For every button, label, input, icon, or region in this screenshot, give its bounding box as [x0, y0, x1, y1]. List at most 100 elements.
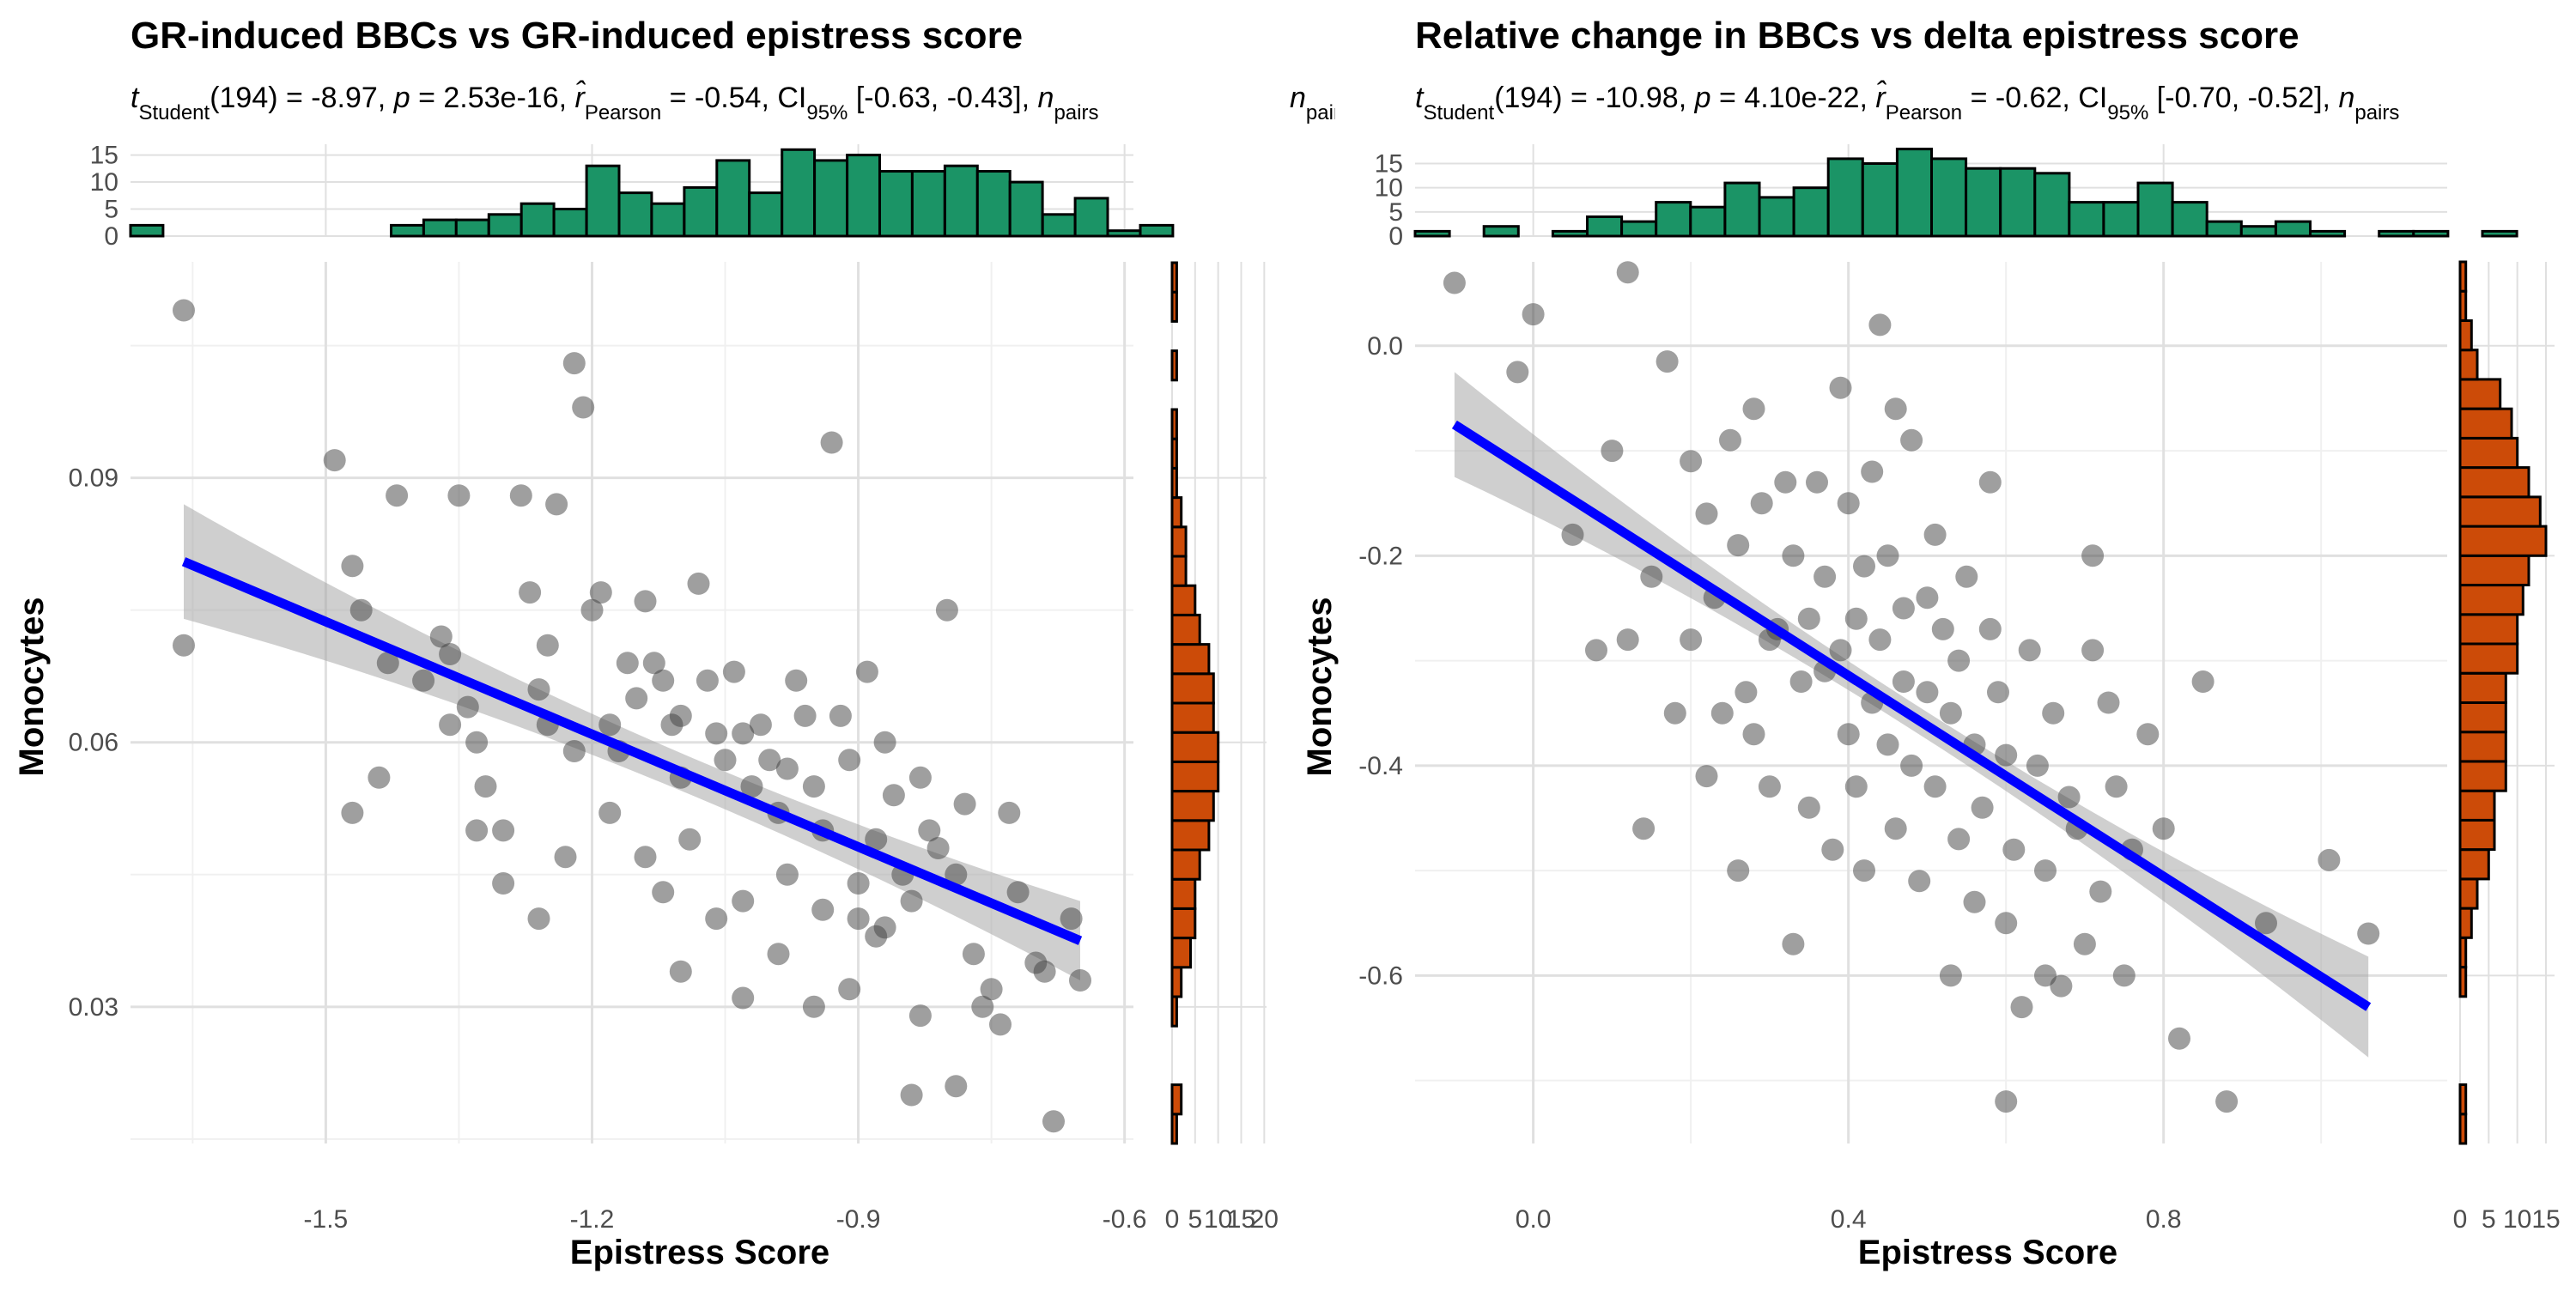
y-tick-label: -0.6 — [1358, 961, 1403, 990]
scatter-point — [722, 660, 745, 683]
scatter-point — [2034, 964, 2057, 987]
scatter-point — [1680, 450, 1703, 473]
scatter-point — [732, 889, 755, 913]
right-hist-bar — [2458, 701, 2507, 734]
scatter-point — [1443, 271, 1466, 294]
right-hist-bar — [2458, 731, 2507, 763]
scatter-point — [732, 986, 755, 1010]
scatter-point — [1710, 701, 1734, 725]
scatter-point — [2136, 723, 2160, 746]
scatter-point — [572, 396, 595, 419]
top-hist-bar — [1073, 197, 1109, 238]
scatter-point — [341, 555, 364, 578]
scatter-point — [598, 801, 622, 824]
top-hist-bar — [2102, 201, 2140, 238]
scatter-point — [386, 484, 409, 507]
scatter-point — [953, 792, 976, 816]
left-panel: GR-induced BBCs vs GR-induced epistress … — [13, 15, 1279, 1271]
scatter-point — [1742, 723, 1765, 746]
chart-subtitle: tStudent(194) = -10.98, p = 4.10e-22, r̂… — [1415, 81, 2399, 124]
scatter-point — [625, 687, 648, 710]
scatter-point — [908, 1004, 932, 1028]
scatter-point — [1680, 628, 1703, 652]
chart-title: Relative change in BBCs vs delta epistre… — [1415, 15, 2300, 57]
top-hist-tick-label: 10 — [90, 168, 118, 197]
scatter-point — [962, 943, 985, 966]
scatter-point — [732, 722, 755, 745]
right-hist-bar — [2458, 436, 2519, 470]
right-hist-bar — [2458, 789, 2496, 822]
scatter-point — [900, 889, 923, 913]
scatter-point — [2112, 964, 2136, 987]
right-hist-bar — [1170, 701, 1215, 734]
scatter-point — [589, 581, 612, 604]
right-hist-bar — [2458, 554, 2530, 586]
top-hist-bar — [552, 208, 588, 238]
top-hist-tick-label: 15 — [1375, 150, 1403, 179]
scatter-point — [1789, 670, 1813, 693]
scatter-point — [838, 749, 861, 772]
scatter-point — [1033, 960, 1056, 983]
top-hist-bar — [129, 223, 165, 238]
scatter-point — [767, 943, 790, 966]
right-hist-bar — [2458, 613, 2519, 646]
scatter-point — [1742, 397, 1765, 421]
right-hist-bar — [2458, 349, 2479, 381]
right-hist-bar — [2458, 584, 2524, 616]
right-hist-bar — [1170, 1083, 1183, 1116]
top-hist-bar — [910, 170, 946, 238]
top-hist-bar — [813, 159, 848, 238]
scatter-point — [714, 749, 737, 772]
right-hist-bar — [2458, 289, 2468, 322]
scatter-point — [1900, 428, 1923, 452]
scatter-plot: -1.5 -1.2 -0.9 -0.6 0.03 0.06 0.09 — [69, 262, 1147, 1234]
top-hist-bar — [2033, 172, 2071, 238]
scatter-point — [793, 704, 817, 727]
scatter-point — [1923, 523, 1947, 546]
scatter-point — [412, 669, 435, 692]
scatter-point — [998, 801, 1021, 824]
scatter-point — [811, 898, 835, 921]
scatter-point — [2215, 1090, 2239, 1113]
top-hist-bar — [715, 159, 751, 238]
right-hist-tick-label: 20 — [1250, 1205, 1279, 1234]
scatter-point — [2002, 838, 2026, 861]
right-hist-bar — [1170, 731, 1220, 763]
scatter-point — [855, 660, 878, 683]
scatter-point — [908, 766, 932, 789]
right-hist-bar — [2458, 525, 2548, 557]
scatter-point — [439, 713, 462, 737]
scatter-point — [705, 722, 728, 745]
y-axis-label: Monocytes — [1301, 597, 1339, 777]
scatter-point — [492, 872, 515, 895]
top-hist-bar — [2205, 220, 2243, 238]
scatter-point — [1616, 261, 1639, 284]
scatter-point — [634, 590, 657, 613]
scatter-point — [1561, 523, 1584, 546]
top-hist-bar — [748, 191, 784, 238]
scatter-point — [341, 801, 364, 824]
scatter-point — [1814, 565, 1837, 588]
scatter-point — [1947, 649, 1971, 672]
scatter-point — [829, 704, 852, 727]
x-axis-label: Epistress Score — [1858, 1234, 2117, 1271]
scatter-point — [2081, 544, 2105, 567]
scatter-point — [847, 872, 870, 895]
top-hist-tick-label: 10 — [1375, 174, 1403, 203]
scatter-point — [927, 837, 950, 859]
y-tick-label: 0.0 — [1367, 332, 1403, 361]
right-hist-bar — [1170, 995, 1178, 1028]
scatter-point — [1060, 907, 1083, 931]
right-hist-bar — [2458, 907, 2473, 939]
scatter-point — [447, 484, 471, 507]
top-hist-bar — [2136, 181, 2174, 238]
scatter-point — [1916, 586, 1939, 610]
top-hist-bar — [1895, 148, 1933, 238]
top-hist-bar — [1930, 157, 1968, 238]
scatter-point — [1006, 881, 1030, 904]
right-hist-bar — [2458, 1083, 2468, 1116]
scatter-point — [474, 775, 497, 798]
right-hist-bar — [2458, 378, 2502, 410]
